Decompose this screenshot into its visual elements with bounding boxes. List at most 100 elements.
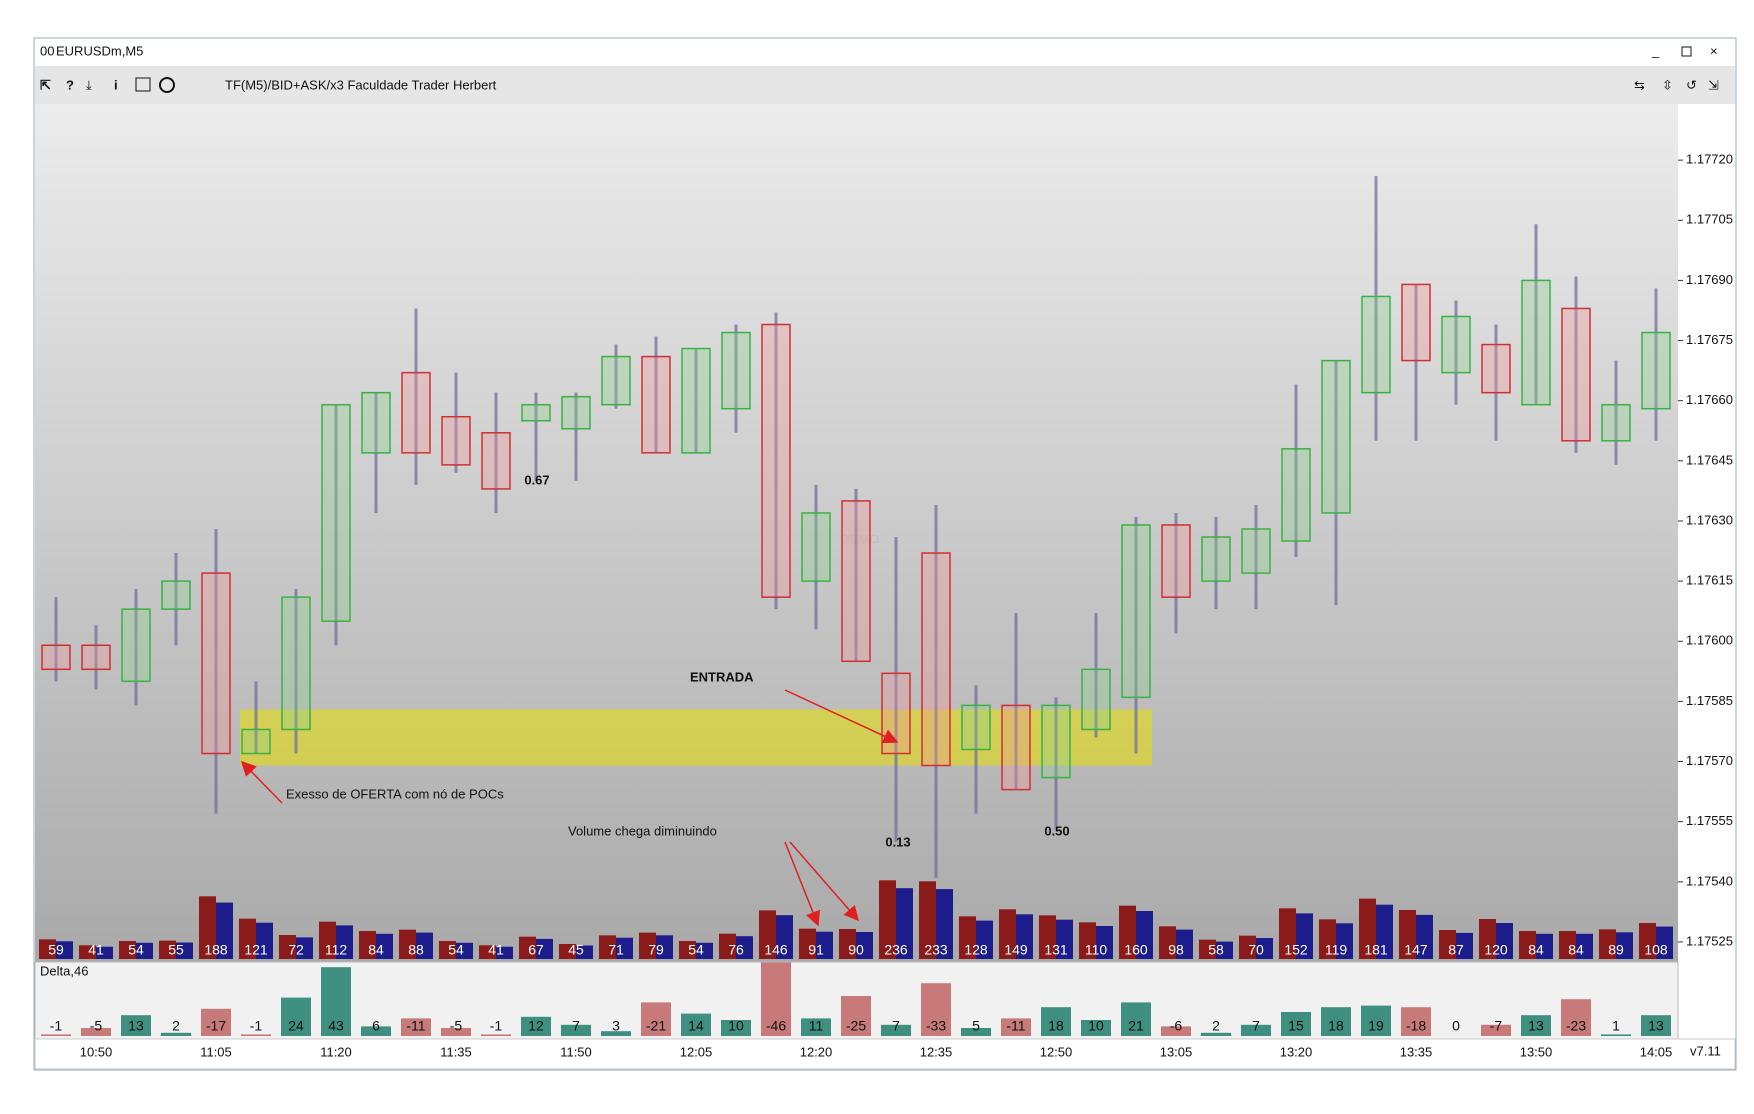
- annotation-entrada: ENTRADA: [690, 669, 754, 684]
- candle-body: [41, 644, 71, 671]
- delta-bar: [441, 1028, 471, 1036]
- delta-label: -1: [250, 1018, 263, 1034]
- volume-bar-ask: [896, 888, 913, 959]
- minimize-button[interactable]: _: [1651, 43, 1660, 58]
- delta-label: 11: [809, 1018, 824, 1034]
- volume-bar-bid: [719, 933, 736, 959]
- delta-bar: [241, 1034, 271, 1036]
- volume-bar-bid: [1159, 926, 1176, 959]
- highlight-zone: [240, 709, 1152, 766]
- volume-label: 67: [528, 942, 544, 958]
- maximize-button[interactable]: [1681, 46, 1692, 57]
- download-tool[interactable]: ⤓: [86, 77, 92, 92]
- delta-label: -6: [1170, 1018, 1183, 1034]
- candle-body: [1521, 279, 1551, 406]
- delta-bar: [1281, 1012, 1311, 1036]
- x-tick-label: 12:35: [920, 1044, 953, 1059]
- volume-bar-bid: [199, 896, 216, 959]
- volume-bar-ask: [1576, 933, 1593, 959]
- volume-label: 70: [1248, 942, 1264, 958]
- volume-bar-bid: [1239, 935, 1256, 959]
- volume-bar-ask: [1296, 913, 1313, 959]
- ratio-label: 0.67: [524, 472, 549, 487]
- candle-body: [1361, 295, 1391, 394]
- version-label: v7.11: [1690, 1043, 1721, 1058]
- y-tick-label: 1.17690: [1686, 272, 1733, 287]
- volume-label: 233: [924, 942, 948, 958]
- volume-label: 108: [1644, 942, 1668, 958]
- delta-bar: [1561, 999, 1591, 1036]
- delta-bar: [1121, 1002, 1151, 1036]
- volume-bar-bid: [79, 945, 96, 959]
- candle-body: [1281, 448, 1311, 542]
- delta-bar: [721, 1020, 751, 1036]
- delta-bar: [1161, 1026, 1191, 1036]
- toolbar-icons: ⇱ ? ⤓ i ⇆ ⇳ ↺ ⇲: [40, 77, 1719, 93]
- info-tool[interactable]: i: [114, 77, 118, 92]
- candle-body: [241, 728, 271, 755]
- delta-label: 15: [1288, 1018, 1304, 1034]
- y-tick-label: 1.17630: [1686, 512, 1733, 527]
- volume-label: 160: [1124, 942, 1148, 958]
- volume-label: 149: [1004, 942, 1028, 958]
- volume-bar-bid: [479, 945, 496, 959]
- help-tool[interactable]: ?: [66, 77, 74, 92]
- resize-tool[interactable]: ⇲: [1708, 77, 1719, 92]
- volume-label: 54: [448, 942, 464, 958]
- candle-body: [1321, 359, 1351, 514]
- window-tool[interactable]: [135, 77, 151, 92]
- settings-tool[interactable]: [159, 77, 175, 93]
- volume-bar-ask: [256, 922, 273, 959]
- candle-body: [1401, 283, 1431, 362]
- reset-tool[interactable]: ↺: [1686, 77, 1697, 92]
- candle-body: [761, 323, 791, 598]
- annotation-arrow: [784, 841, 820, 927]
- delta-label: 13: [1648, 1018, 1664, 1034]
- x-tick-label: 14:05: [1640, 1044, 1673, 1059]
- swap-tool[interactable]: ⇆: [1634, 77, 1645, 92]
- delta-bar: [281, 997, 311, 1036]
- x-tick-label: 11:50: [560, 1044, 592, 1059]
- fit-tool[interactable]: ⇳: [1662, 77, 1673, 92]
- delta-label: -46: [766, 1018, 786, 1034]
- delta-bar: [681, 1013, 711, 1036]
- volume-bar-bid: [359, 931, 376, 959]
- candle-body: [561, 395, 591, 430]
- volume-label: 131: [1044, 942, 1068, 958]
- volume-bar-ask: [1416, 914, 1433, 959]
- delta-label: -1: [50, 1018, 63, 1034]
- delta-label: 24: [288, 1018, 304, 1034]
- delta-label: -1: [490, 1018, 503, 1034]
- delta-label: -18: [1406, 1018, 1426, 1034]
- volume-bar-ask: [856, 932, 873, 959]
- volume-bar-bid: [1319, 919, 1336, 959]
- volume-bar-bid: [319, 921, 336, 959]
- volume-bar-ask: [1256, 938, 1273, 959]
- candle-body: [321, 403, 351, 622]
- volume-bar-bid: [1359, 898, 1376, 959]
- cursor-tool[interactable]: ⇱: [40, 77, 51, 92]
- candle-body: [281, 596, 311, 731]
- volume-bar-bid: [839, 929, 856, 959]
- volume-bar-ask: [456, 942, 473, 959]
- volume-bar-ask: [776, 915, 793, 959]
- volume-label: 90: [848, 942, 864, 958]
- y-tick-label: 1.17675: [1686, 332, 1733, 347]
- delta-label: 43: [328, 1018, 344, 1034]
- volume-bar-ask: [1496, 923, 1513, 959]
- volume-bar-bid: [1279, 908, 1296, 959]
- close-button[interactable]: ×: [1710, 43, 1718, 58]
- volume-bar-ask: [1616, 932, 1633, 959]
- volume-label: 152: [1284, 942, 1308, 958]
- delta-label: 2: [172, 1018, 180, 1034]
- volume-bar-bid: [239, 918, 256, 959]
- y-tick-label: 1.17585: [1686, 693, 1733, 708]
- volume-bar-bid: [919, 881, 936, 959]
- candle-body: [1561, 307, 1591, 442]
- volume-label: 54: [688, 942, 704, 958]
- volume-label: 112: [325, 942, 348, 958]
- y-tick-label: 1.17570: [1686, 753, 1733, 768]
- volume-bar-ask: [1656, 926, 1673, 959]
- delta-label: -21: [646, 1018, 666, 1034]
